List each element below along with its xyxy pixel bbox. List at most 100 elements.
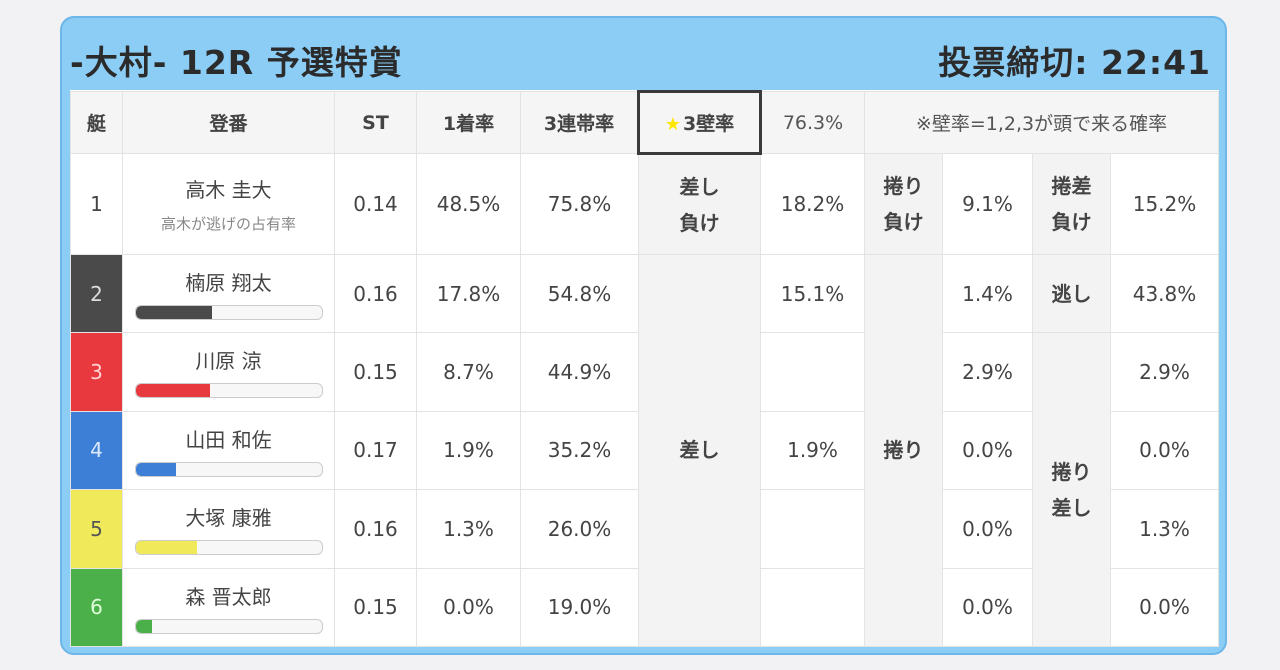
makurizashi-label: 捲り 差し <box>1032 332 1111 647</box>
wall-rate-value: 76.3% <box>760 90 865 155</box>
win-rate-value: 1.9% <box>416 410 521 491</box>
boat-number: 1 <box>70 153 123 255</box>
makurizashi-make-value: 15.2% <box>1110 153 1219 255</box>
race-stats-table: 艇 登番 ST 1着率 3連帯率 ★ 3壁率 76.3% ※壁率=1,2,3が頭で… <box>70 89 1219 648</box>
pattern-label: 差し <box>1051 495 1092 520</box>
win-rate-value: 1.3% <box>416 489 521 569</box>
top3-rate-value: 75.8% <box>520 153 639 255</box>
pattern-label: 負け <box>883 210 924 235</box>
table-row: 2 楠原 翔太 0.16 17.8% 54.8% 差し 15.1% 捲り 1.4… <box>70 253 1219 648</box>
boat-number: 4 <box>70 410 123 491</box>
racer-cell: 森 晋太郎 <box>122 567 335 648</box>
racer-name: 山田 和佐 <box>185 427 272 452</box>
racer-name: 川原 涼 <box>195 349 262 374</box>
pattern-label: 負け <box>1051 210 1092 235</box>
makuri-value: 0.0% <box>942 410 1033 491</box>
makuri-value: 1.4% <box>942 253 1033 334</box>
rate-bar-fill <box>135 384 210 398</box>
racer-cell: 楠原 翔太 <box>122 253 335 334</box>
pattern-label: 捲差 <box>1051 174 1092 199</box>
makuri-make-value: 9.1% <box>942 153 1033 255</box>
racer-subtext: 高木が逃げの占有率 <box>160 215 296 234</box>
st-value: 0.15 <box>334 567 417 648</box>
col-top3-rate-header: 3連帯率 <box>520 90 639 155</box>
boat-number: 5 <box>70 489 123 569</box>
boat-number: 2 <box>70 253 123 334</box>
sashi-value: 1.9% <box>760 410 865 491</box>
rate-bar <box>134 618 323 634</box>
rate-bar-fill <box>135 541 197 555</box>
wall-rate-note: ※壁率=1,2,3が頭で来る確率 <box>864 90 1219 155</box>
sashi-value <box>760 567 865 648</box>
st-value: 0.17 <box>334 410 417 491</box>
sashi-value <box>760 332 865 412</box>
racer-cell: 山田 和佐 <box>122 410 335 491</box>
racer-name: 楠原 翔太 <box>185 271 272 296</box>
makurizashi-value: 0.0% <box>1110 410 1219 491</box>
makurizashi-value: 1.3% <box>1110 489 1219 569</box>
nige-label: 逃し <box>1032 253 1111 334</box>
col-boat-header: 艇 <box>70 90 123 155</box>
pattern-label: 差し <box>679 174 720 199</box>
pattern-label: 負け <box>679 210 720 235</box>
win-rate-value: 0.0% <box>416 567 521 648</box>
wall-rate-label: 3壁率 <box>682 113 735 136</box>
rate-bar-fill <box>135 619 153 633</box>
table-row: 6 森 晋太郎 0.15 0.0% 19.0% 0.0% 0.0% <box>70 567 1219 648</box>
rate-bar-fill <box>135 306 212 320</box>
top3-rate-value: 44.9% <box>520 332 639 412</box>
racer-cell: 大塚 康雅 <box>122 489 335 569</box>
pattern-label: 捲り <box>1051 459 1092 484</box>
col-win-rate-header: 1着率 <box>416 90 521 155</box>
sashi-value <box>760 489 865 569</box>
top3-rate-value: 35.2% <box>520 410 639 491</box>
top3-rate-value: 26.0% <box>520 489 639 569</box>
makuri-label: 捲り <box>864 253 943 648</box>
win-rate-value: 17.8% <box>416 253 521 334</box>
makurizashi-value: 0.0% <box>1110 567 1219 648</box>
boat-number: 3 <box>70 332 123 412</box>
col-st-header: ST <box>334 90 417 155</box>
race-header: -大村- 12R 予選特賞 投票締切: 22:41 <box>62 18 1225 90</box>
table-row: 3 川原 涼 0.15 8.7% 44.9% 2.9% 捲り 差し 2.9% <box>70 332 1219 647</box>
st-value: 0.16 <box>334 489 417 569</box>
racer-name: 大塚 康雅 <box>185 506 272 531</box>
race-card: -大村- 12R 予選特賞 投票締切: 22:41 艇 登番 ST 1着率 3連… <box>60 16 1227 655</box>
table-row: 5 大塚 康雅 0.16 1.3% 26.0% 0.0% 1.3% <box>70 489 1219 569</box>
boat-number: 6 <box>70 567 123 648</box>
table-header-row: 艇 登番 ST 1着率 3連帯率 ★ 3壁率 76.3% ※壁率=1,2,3が頭で… <box>70 89 1219 156</box>
makurizashi-value: 2.9% <box>1110 332 1219 412</box>
sashi-value: 15.1% <box>760 253 865 334</box>
rate-bar <box>134 383 323 399</box>
sashi-make-value: 18.2% <box>760 153 865 255</box>
makuri-make-label: 捲り 負け <box>864 153 943 255</box>
rate-bar <box>134 305 323 321</box>
makuri-value: 2.9% <box>942 332 1033 412</box>
nige-value: 43.8% <box>1110 253 1219 334</box>
win-rate-value: 48.5% <box>416 153 521 255</box>
col-name-header: 登番 <box>122 90 335 155</box>
race-title: -大村- 12R 予選特賞 <box>70 43 403 82</box>
racer-cell: 高木 圭大 高木が逃げの占有率 <box>122 153 335 255</box>
win-rate-value: 8.7% <box>416 332 521 412</box>
table-row: 4 山田 和佐 0.17 1.9% 35.2% 1.9% 0.0% 0.0% <box>70 410 1219 491</box>
makuri-value: 0.0% <box>942 567 1033 648</box>
st-value: 0.14 <box>334 153 417 255</box>
rate-bar-fill <box>135 462 177 476</box>
st-value: 0.15 <box>334 332 417 412</box>
sashi-make-label: 差し 負け <box>638 153 761 255</box>
top3-rate-value: 54.8% <box>520 253 639 334</box>
sashi-label: 差し <box>638 253 761 648</box>
star-icon: ★ <box>664 114 681 136</box>
wall-rate-header[interactable]: ★ 3壁率 <box>637 89 762 156</box>
pattern-label: 捲り <box>883 174 924 199</box>
racer-name: 森 晋太郎 <box>185 584 272 609</box>
table-row: 1 高木 圭大 高木が逃げの占有率 0.14 48.5% 75.8% 差し 負け… <box>70 153 1219 255</box>
racer-cell: 川原 涼 <box>122 332 335 412</box>
makurizashi-make-label: 捲差 負け <box>1032 153 1111 255</box>
top3-rate-value: 19.0% <box>520 567 639 648</box>
makuri-value: 0.0% <box>942 489 1033 569</box>
voting-deadline: 投票締切: 22:41 <box>938 43 1211 82</box>
rate-bar <box>134 540 323 556</box>
racer-name: 高木 圭大 <box>185 178 272 203</box>
